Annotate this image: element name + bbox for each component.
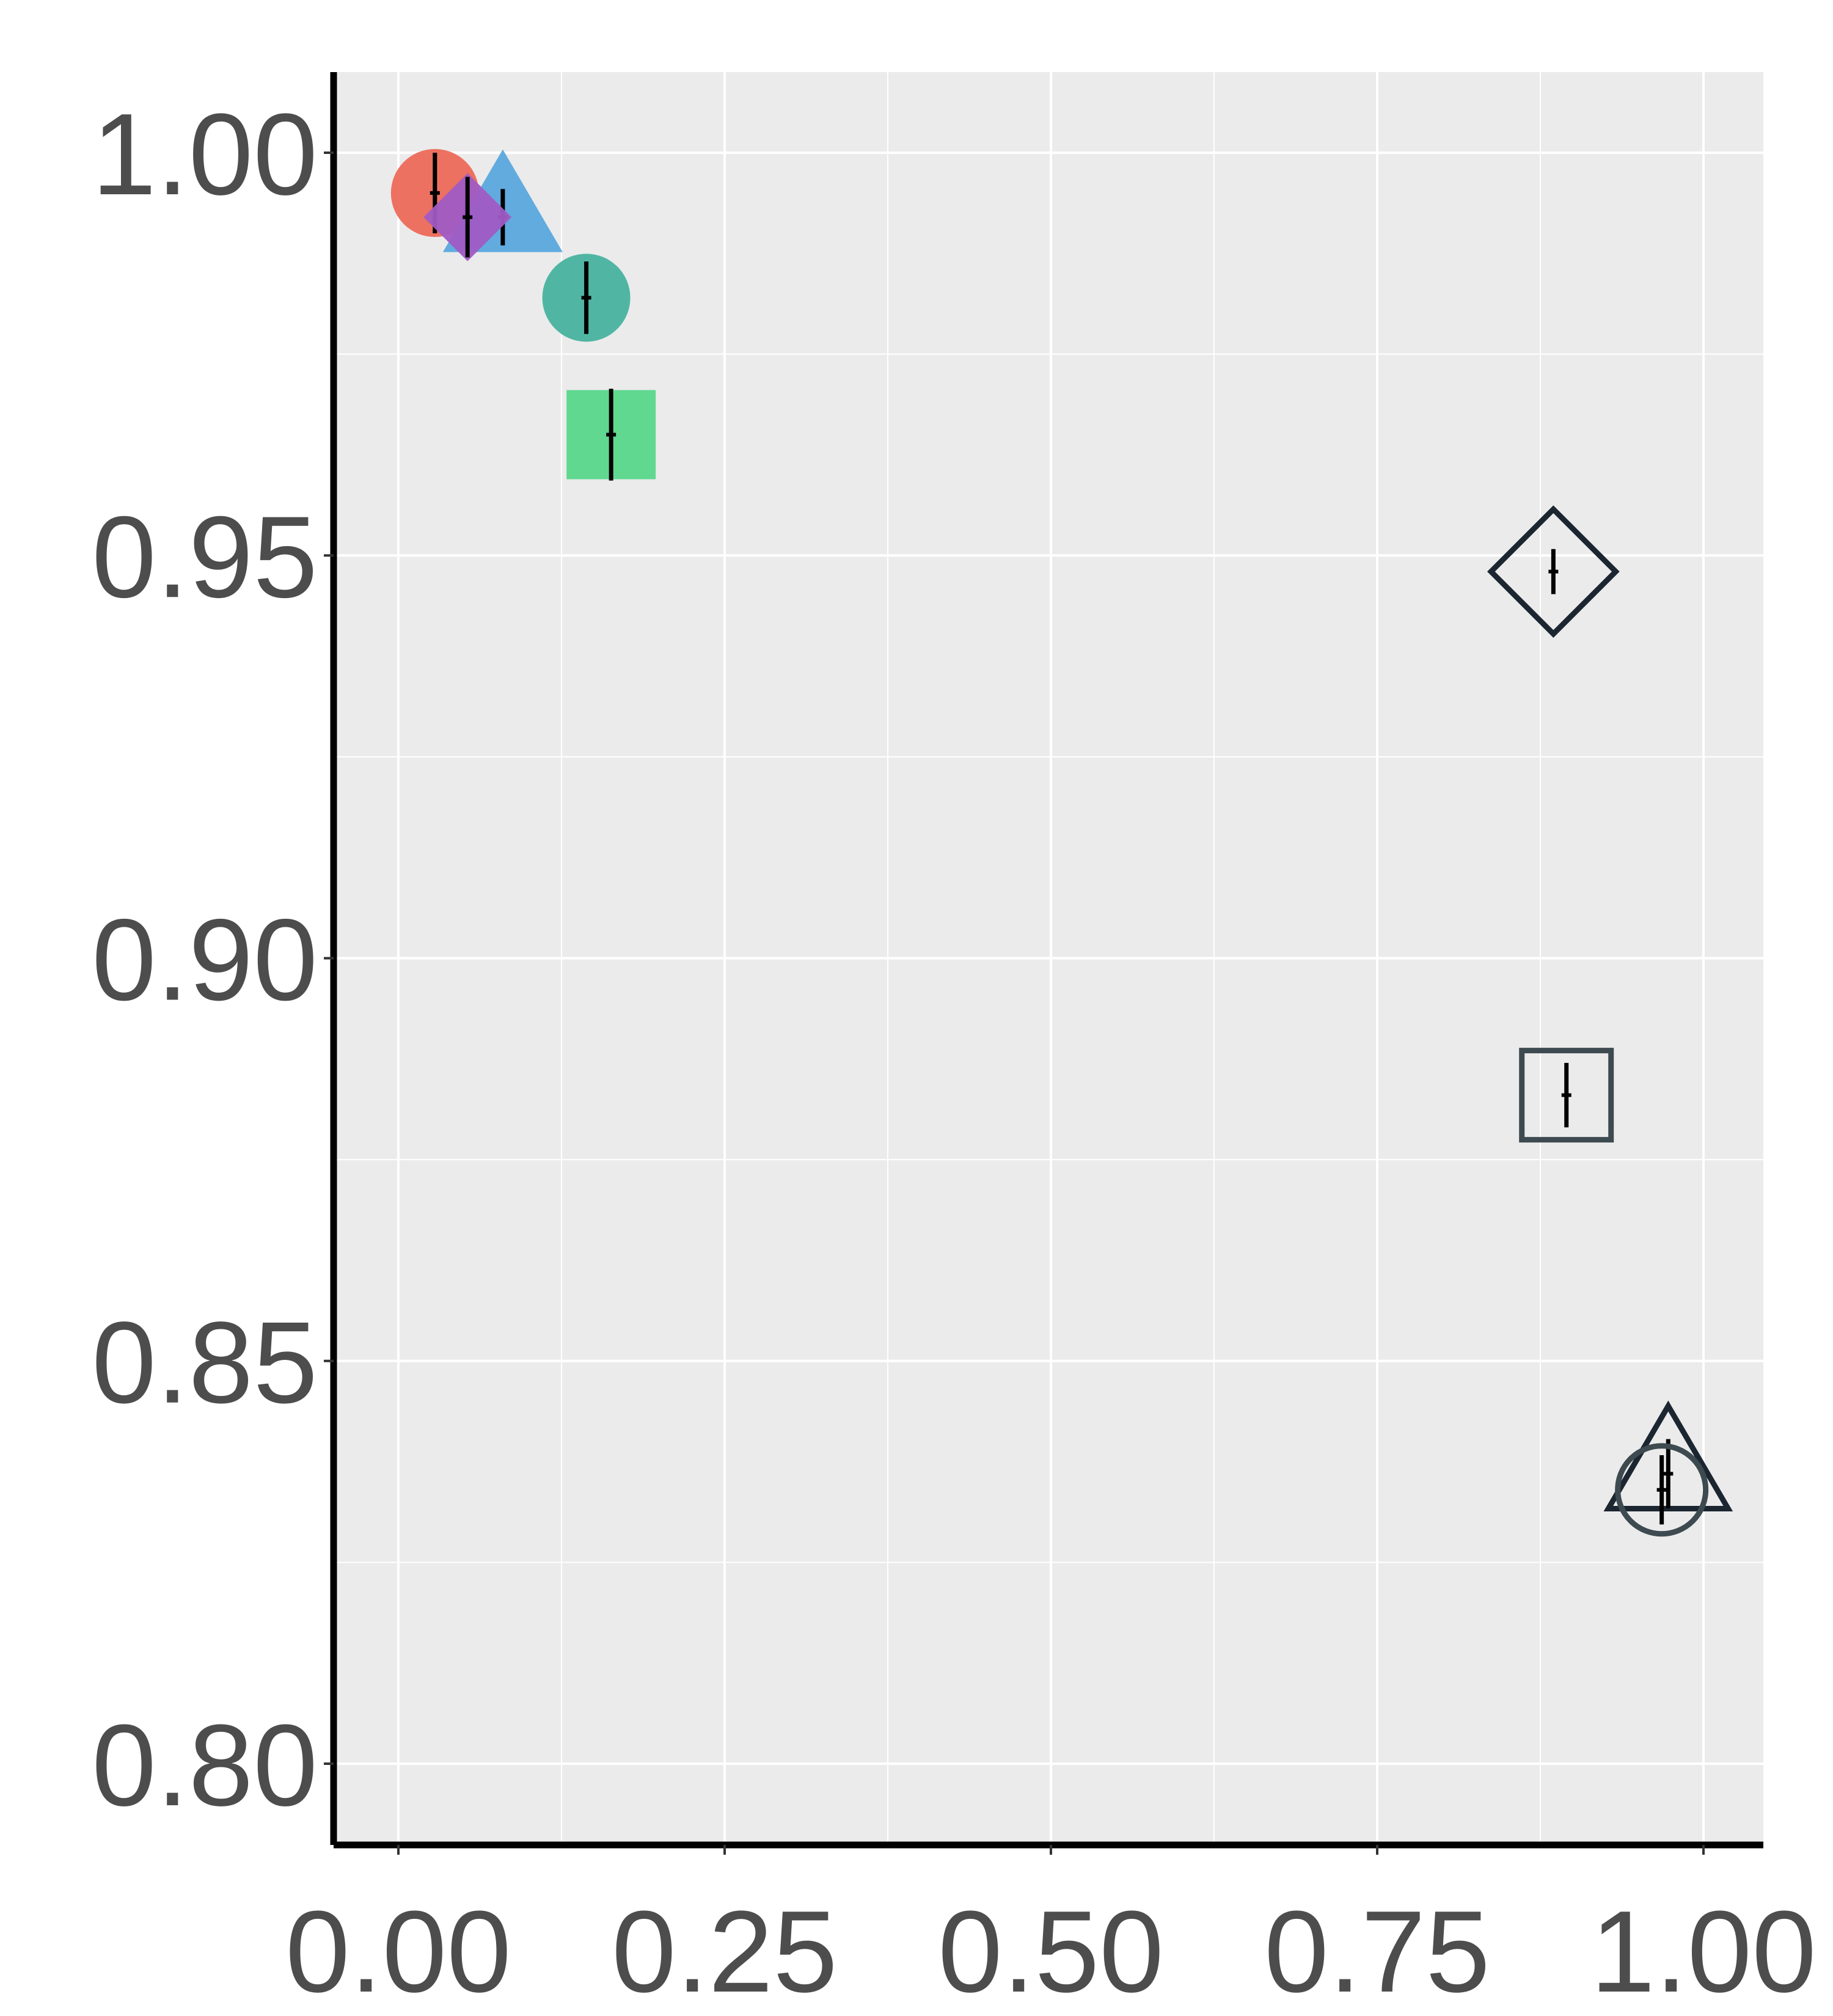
- triangle-marker: [1603, 1400, 1733, 1511]
- diamond-marker: [1487, 505, 1620, 638]
- y-tick-label: 0.90: [92, 896, 318, 1025]
- y-tick-label: 0.85: [92, 1298, 318, 1428]
- y-tick-label: 1.00: [92, 90, 318, 219]
- square-marker: [1519, 1048, 1614, 1143]
- x-tick-label: 0.25: [612, 1887, 838, 2016]
- grid-lines: [334, 72, 1763, 1845]
- y-tick-label: 0.95: [92, 492, 318, 622]
- y-tick-label: 0.80: [92, 1701, 318, 1830]
- data-points: [390, 148, 1733, 1537]
- x-tick-label: 0.75: [1264, 1887, 1490, 2016]
- x-tick-label: 1.00: [1590, 1887, 1817, 2016]
- x-axis-ticks: 0.00 0.25 0.50 0.75 1.00: [285, 1845, 1817, 2016]
- x-tick-label: 0.50: [938, 1887, 1164, 2016]
- circle-marker: [1615, 1443, 1709, 1537]
- x-tick-label: 0.00: [285, 1887, 511, 2016]
- y-axis-ticks: 0.80 0.85 0.90 0.95 1.00: [92, 90, 334, 1830]
